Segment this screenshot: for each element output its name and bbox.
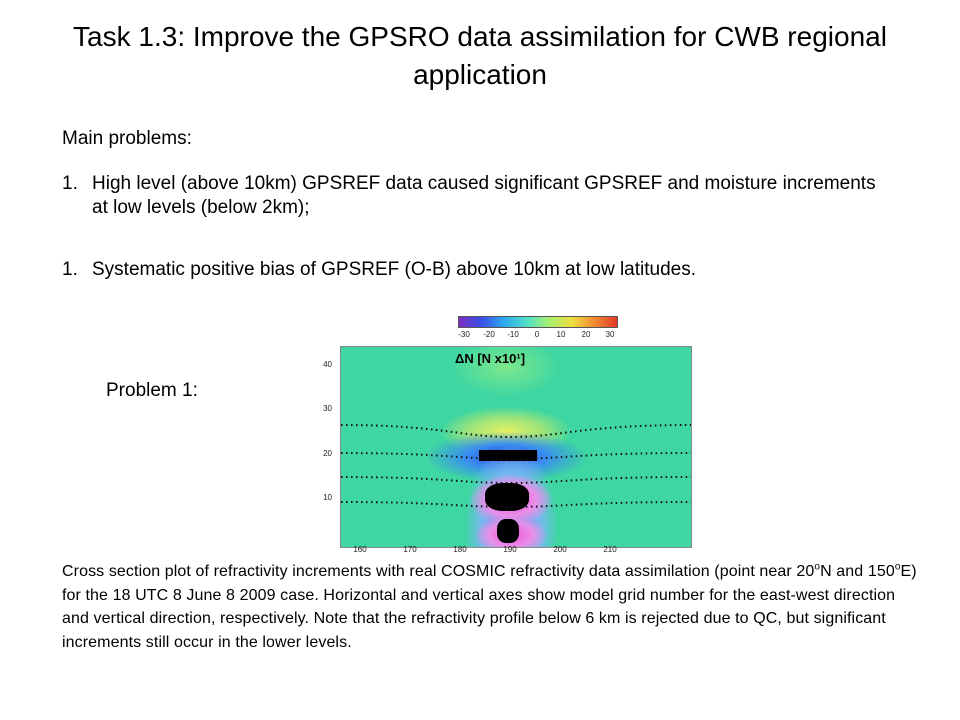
- colorbar-tick: 0: [534, 330, 540, 339]
- y-tick: 20: [323, 449, 332, 458]
- main-problems-label: Main problems:: [62, 128, 192, 149]
- caption-superscript: o: [814, 561, 821, 573]
- colorbar-tick: -10: [507, 330, 519, 339]
- problem-text: High level (above 10km) GPSREF data caus…: [92, 173, 876, 218]
- panel-label: ΔN [N x10¹]: [455, 351, 526, 366]
- cross-section-figure: -30 -20 -10 0 10 20 30 40 30 20 10 ΔN [N…: [300, 308, 700, 558]
- colorbar-tick: -20: [483, 330, 495, 339]
- x-tick: 210: [603, 545, 617, 554]
- problem-1-label: Problem 1:: [106, 380, 198, 401]
- contour-lines: [341, 424, 691, 509]
- colorbar-tick: 10: [556, 330, 566, 339]
- problem-text: Systematic positive bias of GPSREF (O-B)…: [92, 259, 697, 280]
- page-title: Task 1.3: Improve the GPSRO data assimil…: [73, 21, 887, 90]
- colorbar-tick: 30: [605, 330, 615, 339]
- y-tick: 30: [323, 404, 332, 413]
- problem-number: 1.: [62, 259, 78, 280]
- colorbar: [458, 316, 618, 328]
- cross-section-plot: [340, 346, 692, 548]
- problem-number: 1.: [62, 173, 78, 194]
- x-tick: 190: [503, 545, 517, 554]
- y-tick: 10: [323, 493, 332, 502]
- x-tick: 200: [553, 545, 567, 554]
- caption-text: Cross section plot of refractivity incre…: [62, 563, 815, 580]
- x-tick: 170: [403, 545, 417, 554]
- caption-superscript: o: [894, 561, 901, 573]
- caption-text: N and 150: [820, 563, 895, 580]
- x-tick: 160: [353, 545, 367, 554]
- figure-caption: Cross section plot of refractivity incre…: [62, 560, 922, 654]
- colorbar-tick: 20: [581, 330, 591, 339]
- y-tick: 40: [323, 360, 332, 369]
- colorbar-tick: -30: [458, 330, 470, 339]
- caption-text: E) for the 18 UTC 8 June 8 2009 case. Ho…: [62, 563, 917, 651]
- x-tick: 180: [453, 545, 467, 554]
